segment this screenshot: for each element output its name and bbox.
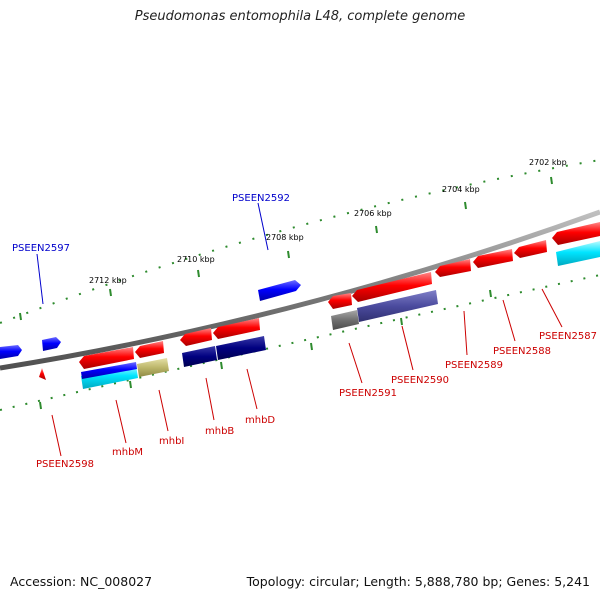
major-ticks xyxy=(19,176,553,410)
gene-label: PSEEN2592 xyxy=(232,193,290,204)
scale-label: 2712 kbp xyxy=(89,276,127,285)
gene-label: PSEEN2598 xyxy=(36,459,94,470)
gene-reverse xyxy=(552,222,600,245)
gene-label: mhbM xyxy=(112,447,143,458)
cog-bars xyxy=(81,241,600,389)
genome-backbone xyxy=(0,209,600,371)
forward-gene-labels: PSEEN2597 PSEEN2592 xyxy=(12,193,290,254)
gene-reverse xyxy=(514,240,547,258)
gene-label: PSEEN2588 xyxy=(493,346,551,357)
gene-label: mhbD xyxy=(245,415,275,426)
gene-label: PSEEN2591 xyxy=(339,388,397,399)
forward-genes xyxy=(0,280,301,359)
gene-reverse xyxy=(328,293,352,309)
map-title: Pseudomonas entomophila L48, complete ge… xyxy=(134,9,466,24)
scale-label: 2708 kbp xyxy=(266,233,304,242)
gene-forward xyxy=(0,345,22,359)
gene-reverse xyxy=(213,318,260,339)
scale-ring-inner xyxy=(0,274,600,411)
gene-reverse xyxy=(180,328,212,346)
gene-reverse xyxy=(435,259,471,277)
genome-info-text: Topology: circular; Length: 5,888,780 bp… xyxy=(246,574,590,589)
gene-reverse xyxy=(135,341,164,358)
gene-label: PSEEN2590 xyxy=(391,375,449,386)
gene-label: PSEEN2587 xyxy=(539,331,597,342)
accession-text: Accession: NC_008027 xyxy=(10,574,153,589)
leader-lines-forward xyxy=(36,202,269,305)
gene-label: PSEEN2589 xyxy=(445,360,503,371)
reverse-gene-labels: PSEEN2598 mhbM mhbI mhbB mhbD PSEEN2591 … xyxy=(36,331,597,470)
gene-label: PSEEN2597 xyxy=(12,243,70,254)
gene-forward xyxy=(258,280,301,301)
gene-label: mhbB xyxy=(205,426,234,437)
scale-label: 2706 kbp xyxy=(354,209,392,218)
gene-reverse xyxy=(473,249,513,268)
scale-label: 2704 kbp xyxy=(442,185,480,194)
leader-lines-reverse xyxy=(51,288,563,457)
reverse-genes xyxy=(79,222,600,369)
scale-label: 2710 kbp xyxy=(177,255,215,264)
gene-label: mhbI xyxy=(159,436,184,447)
gene-reverse xyxy=(79,347,134,369)
scale-label: 2702 kbp xyxy=(529,158,567,167)
gene-forward xyxy=(42,337,61,351)
gene-reverse xyxy=(352,272,432,302)
gene-marker xyxy=(39,368,46,380)
scale-labels: 2712 kbp 2710 kbp 2708 kbp 2706 kbp 2704… xyxy=(89,158,567,285)
